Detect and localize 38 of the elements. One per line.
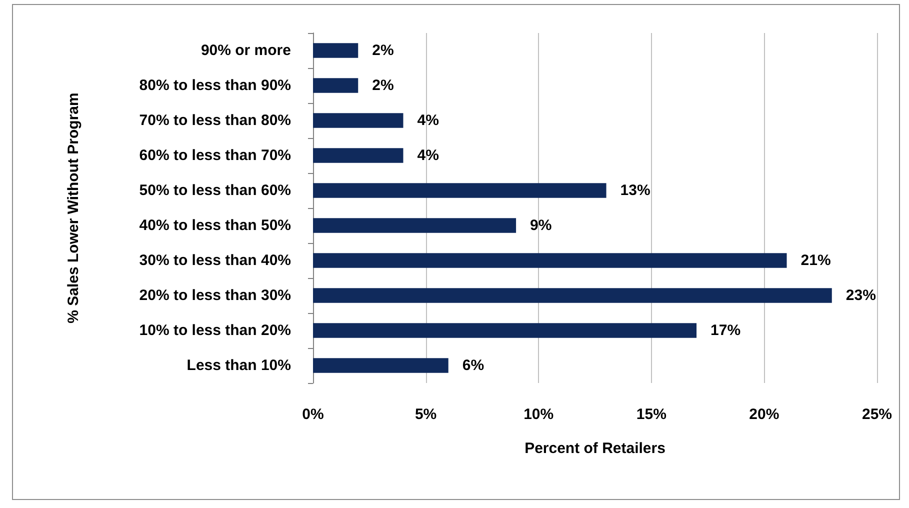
data-label: 6% xyxy=(462,357,484,374)
x-tick-label: 20% xyxy=(749,406,780,423)
y-tick-label: 70% to less than 80% xyxy=(139,112,291,129)
y-tick-label: 10% to less than 20% xyxy=(139,322,291,339)
bar xyxy=(313,113,404,128)
bar xyxy=(313,78,358,93)
y-tick-label: 60% to less than 70% xyxy=(139,147,291,164)
bar xyxy=(313,148,404,163)
x-tick-label: 25% xyxy=(862,406,892,423)
bar xyxy=(313,358,448,373)
x-tick-label: 10% xyxy=(524,406,554,423)
x-tick-label: 0% xyxy=(302,406,324,423)
bar xyxy=(313,253,787,268)
data-label: 4% xyxy=(417,147,439,164)
y-tick-label: 90% or more xyxy=(200,42,291,59)
bar xyxy=(313,43,358,58)
data-label: 13% xyxy=(620,182,650,199)
bar xyxy=(313,183,606,198)
y-tick-label: 50% to less than 60% xyxy=(139,182,291,199)
data-label: 2% xyxy=(372,42,394,59)
data-label: 17% xyxy=(710,322,741,339)
data-label: 4% xyxy=(417,112,439,129)
y-axis-title: % Sales Lower Without Program xyxy=(65,92,82,324)
y-tick-label: 80% to less than 90% xyxy=(139,77,291,94)
y-tick-label: Less than 10% xyxy=(186,357,291,374)
x-tick-label: 15% xyxy=(636,406,666,423)
x-axis-title: Percent of Retailers xyxy=(524,440,666,457)
data-label: 2% xyxy=(372,77,394,94)
y-tick-label: 20% to less than 30% xyxy=(139,287,291,304)
data-label: 9% xyxy=(530,217,552,234)
bar xyxy=(313,288,832,303)
y-tick-label: 30% to less than 40% xyxy=(139,252,291,269)
bar xyxy=(313,218,516,233)
y-tick-label: 40% to less than 50% xyxy=(139,217,291,234)
x-tick-label: 5% xyxy=(414,406,437,423)
data-label: 21% xyxy=(800,252,831,269)
data-label: 23% xyxy=(846,287,876,304)
bar xyxy=(313,323,697,338)
